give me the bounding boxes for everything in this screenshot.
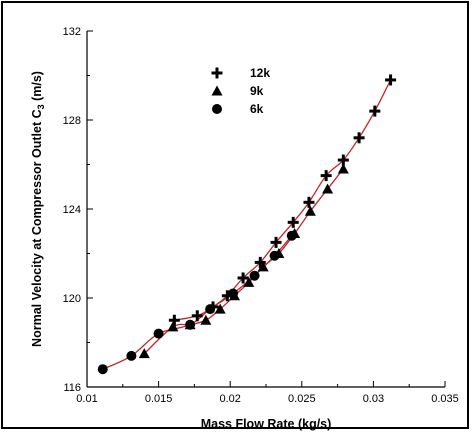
point-12k — [270, 236, 282, 248]
axes-layer: 0.01 0.015 0.02 0.025 0.03 0.035 116 120 124 128 1… — [63, 26, 459, 405]
x-axis-title: Mass Flow Rate (kg/s) — [201, 417, 332, 431]
point-12k — [237, 272, 249, 284]
y-axis-title: Normal Velocity at Compressor Outlet C3 … — [30, 71, 46, 347]
point-9k — [167, 321, 179, 332]
point-12k — [254, 256, 266, 268]
y-axis-title-unit: (m/s) — [30, 71, 44, 104]
legend-label-6k: 6k — [250, 102, 264, 116]
point-9k — [200, 314, 212, 325]
point-6k — [286, 230, 297, 241]
point-6k — [269, 250, 280, 261]
x-tick-label: 0.01 — [76, 393, 97, 405]
legend-marker-12k — [211, 67, 223, 79]
y-tick-label: 116 — [63, 382, 81, 394]
legend: 12k 9k 6k — [211, 66, 270, 116]
legend-marker-6k — [212, 104, 222, 114]
x-tick-label: 0.02 — [219, 393, 240, 405]
x-tick-label: 0.015 — [145, 393, 173, 405]
fit-curve-6k — [102, 235, 293, 370]
point-12k — [353, 132, 365, 144]
point-9k — [337, 163, 349, 174]
point-12k — [369, 105, 381, 117]
legend-label-9k: 9k — [250, 84, 264, 98]
point-12k — [320, 170, 332, 182]
x-tick-label: 0.03 — [363, 393, 384, 405]
chart-frame — [1, 1, 469, 429]
y-tick-label: 124 — [63, 204, 81, 216]
point-6k — [153, 328, 164, 339]
point-9k — [304, 205, 316, 216]
point-9k — [138, 348, 150, 359]
point-6k — [228, 288, 239, 299]
point-12k — [168, 314, 180, 326]
y-axis-title-subscript: 3 — [36, 104, 46, 109]
point-9k — [243, 276, 255, 287]
point-9k — [322, 183, 334, 194]
point-6k — [205, 304, 216, 315]
point-6k — [185, 319, 196, 330]
fit-curves-layer — [102, 79, 392, 370]
x-tick-label: 0.025 — [288, 393, 316, 405]
y-tick-label: 132 — [63, 26, 81, 38]
point-6k — [126, 350, 137, 361]
point-12k — [287, 216, 299, 228]
y-tick-label: 120 — [63, 293, 81, 305]
markers-layer — [97, 74, 397, 375]
point-6k — [249, 270, 260, 281]
point-9k — [214, 303, 226, 314]
point-12k — [385, 74, 397, 86]
point-9k — [257, 261, 269, 272]
y-axis-title-main: Normal Velocity at Compressor Outlet C — [30, 109, 44, 347]
fit-curve-12k — [174, 79, 392, 321]
legend-marker-9k — [211, 85, 223, 96]
legend-label-12k: 12k — [250, 66, 270, 80]
x-tick-label: 0.035 — [431, 393, 459, 405]
point-12k — [191, 310, 203, 322]
point-12k — [303, 196, 315, 208]
point-6k — [97, 364, 108, 375]
y-tick-label: 128 — [63, 115, 81, 127]
